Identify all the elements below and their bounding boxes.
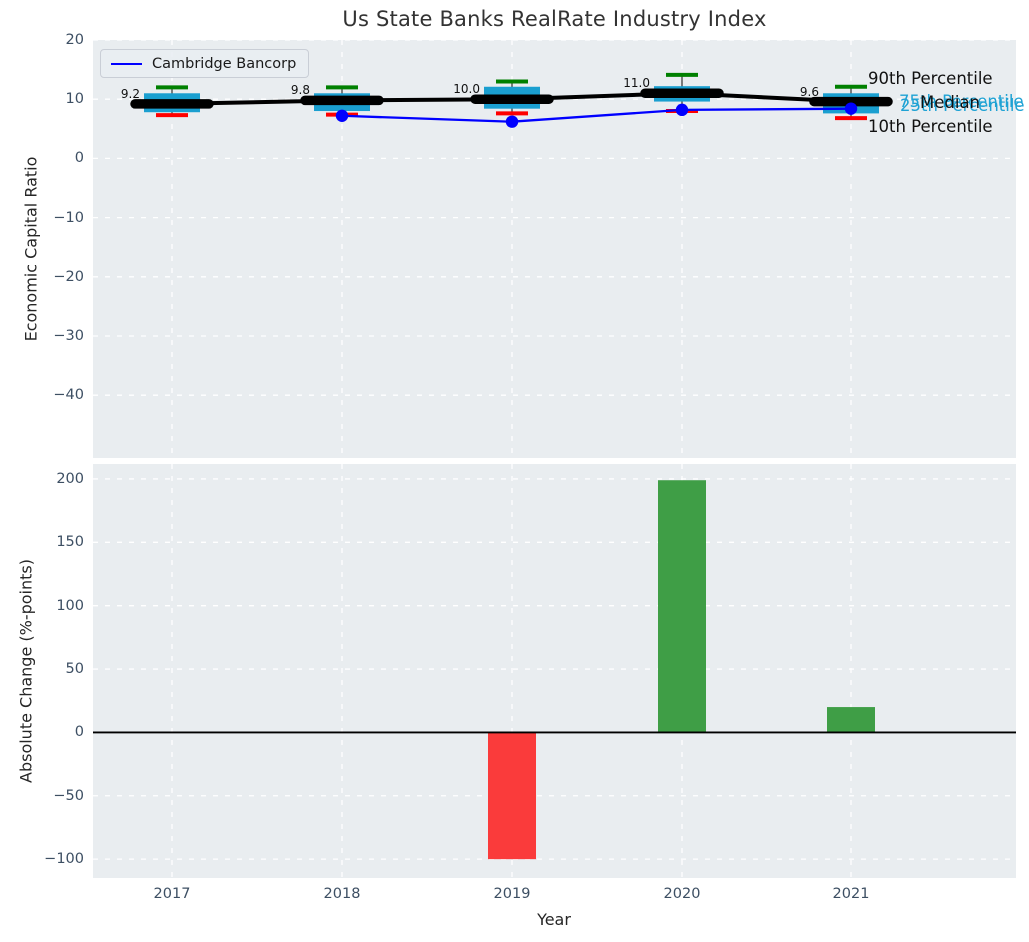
median-value-label: 9.6 — [799, 84, 819, 99]
legend-line-sample — [111, 62, 142, 65]
top-y-tick: 20 — [65, 32, 84, 48]
x-tick: 2017 — [153, 886, 191, 902]
annotation-10th-percentile: 10th Percentile — [868, 117, 993, 136]
annotation-25th-percentile: 25th Percentile — [900, 96, 1025, 115]
bottom-axes-bars — [93, 464, 1016, 878]
x-tick: 2018 — [323, 886, 361, 902]
company-point — [675, 103, 689, 117]
annotation-median: Median — [920, 93, 981, 112]
top-y-tick: −10 — [53, 209, 84, 226]
top-y-tick: −20 — [53, 268, 84, 285]
median-value-label: 9.8 — [290, 83, 310, 98]
annotation-75th-percentile: 75th Percentile — [899, 92, 1024, 111]
annotation-90th-percentile: 90th Percentile — [868, 69, 993, 88]
bottom-y-tick: 50 — [65, 661, 84, 678]
bar-positive — [827, 707, 875, 733]
company-point — [844, 102, 858, 115]
bottom-y-tick: −50 — [53, 787, 84, 804]
chart-title: Us State Banks RealRate Industry Index — [342, 7, 767, 31]
median-value-label: 10.0 — [453, 82, 480, 97]
company-point — [505, 115, 519, 128]
top-y-tick: −30 — [53, 328, 84, 344]
bottom-y-tick: 0 — [74, 724, 84, 741]
x-tick: 2021 — [832, 886, 870, 902]
x-tick: 2020 — [663, 886, 701, 902]
bar-canvas — [93, 464, 1016, 878]
x-tick: 2019 — [493, 886, 531, 902]
x-axis-label: Year — [537, 910, 571, 929]
bar-positive — [658, 480, 706, 733]
top-y-tick: 10 — [65, 91, 84, 108]
bottom-y-tick: 100 — [56, 597, 84, 614]
bottom-y-tick: −100 — [44, 851, 84, 868]
bottom-y-tick: 200 — [56, 470, 84, 487]
median-value-label: 11.0 — [623, 76, 650, 91]
legend-label: Cambridge Bancorp — [152, 55, 297, 72]
bottom-y-tick: 150 — [56, 534, 84, 551]
company-point — [335, 109, 349, 122]
top-y-axis-label: Economic Capital Ratio — [21, 156, 41, 342]
median-value-label: 9.2 — [120, 86, 140, 101]
legend-box: Cambridge Bancorp — [100, 49, 310, 78]
company-line — [341, 107, 852, 123]
bar-negative — [488, 732, 536, 860]
boxplot-canvas — [93, 40, 1016, 458]
top-y-tick: −40 — [53, 387, 84, 404]
top-y-tick: 0 — [74, 150, 84, 167]
top-axes-boxplot: Cambridge Bancorp 90th Percentile 75th Pe… — [93, 40, 1025, 458]
